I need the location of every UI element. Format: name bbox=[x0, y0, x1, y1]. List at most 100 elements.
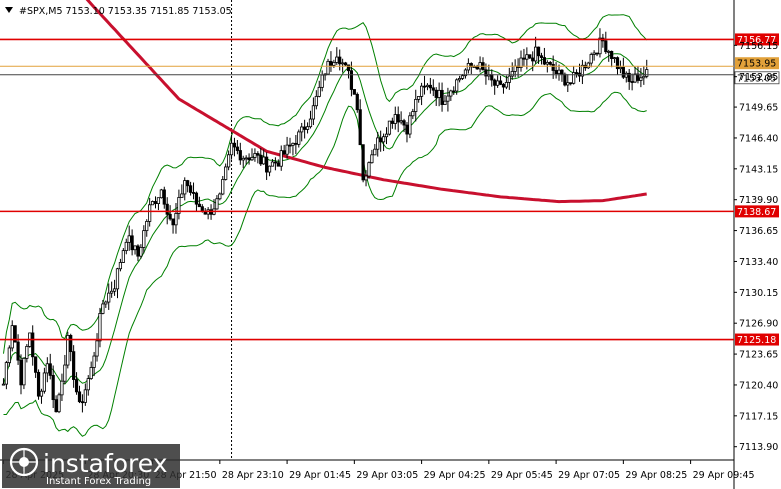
candle-body bbox=[270, 161, 275, 167]
candle bbox=[428, 77, 432, 94]
y-tick-label: 7152.85 bbox=[739, 72, 778, 83]
candle-body bbox=[419, 85, 424, 97]
candle bbox=[110, 281, 114, 298]
candle bbox=[621, 57, 625, 79]
candle-body bbox=[10, 325, 14, 349]
candle-body bbox=[414, 98, 418, 112]
upper-band-line bbox=[3, 14, 648, 354]
price-label: 7153.95 bbox=[737, 59, 776, 70]
symbol-header: #SPX,M5 7153.10 7153.35 7151.85 7153.05 bbox=[19, 6, 232, 17]
candle-body bbox=[224, 166, 228, 180]
candle bbox=[452, 86, 456, 95]
candle-body bbox=[493, 79, 497, 86]
candle-body bbox=[54, 399, 58, 413]
candle bbox=[159, 188, 163, 199]
candle-body bbox=[574, 72, 579, 74]
candle bbox=[531, 51, 535, 72]
candle-body bbox=[291, 142, 295, 146]
candle-body bbox=[112, 288, 117, 292]
candle bbox=[227, 150, 231, 171]
candle-body bbox=[545, 62, 549, 65]
candle bbox=[534, 36, 538, 64]
candle-body bbox=[501, 83, 506, 88]
candle bbox=[536, 46, 541, 64]
candle-body bbox=[387, 120, 392, 135]
candle-body bbox=[92, 355, 96, 368]
candle bbox=[586, 61, 590, 70]
candle bbox=[118, 258, 123, 272]
candle-body bbox=[159, 189, 163, 199]
y-tick-label: 7126.90 bbox=[739, 319, 778, 330]
candle-body bbox=[273, 161, 277, 164]
x-tick-label: 29 Apr 08:25 bbox=[625, 470, 687, 481]
candle-body bbox=[104, 301, 108, 305]
candle-body bbox=[86, 378, 90, 391]
candle bbox=[247, 153, 251, 165]
candle-body bbox=[522, 57, 526, 60]
candle-body bbox=[376, 137, 380, 150]
candle bbox=[615, 56, 620, 75]
candle bbox=[121, 248, 125, 264]
logo-mark-icon bbox=[9, 447, 39, 477]
candle-body bbox=[250, 157, 254, 161]
level-label: 7156.77 bbox=[737, 35, 776, 46]
candle-body bbox=[153, 201, 158, 204]
candle-body bbox=[595, 52, 599, 55]
candle bbox=[610, 50, 614, 68]
candle bbox=[262, 149, 266, 165]
candle-body bbox=[639, 77, 643, 81]
candle bbox=[627, 68, 631, 90]
candle-body bbox=[229, 142, 234, 156]
candle-body bbox=[194, 192, 199, 205]
candle-body bbox=[346, 64, 351, 72]
candle-body bbox=[349, 70, 354, 90]
candle bbox=[218, 192, 222, 201]
candle-body bbox=[215, 198, 219, 210]
candle-body bbox=[548, 62, 552, 65]
level-label: 7138.67 bbox=[737, 207, 776, 218]
candle-body bbox=[276, 162, 280, 167]
candle bbox=[188, 181, 193, 196]
candle bbox=[338, 49, 342, 71]
candle bbox=[419, 82, 424, 106]
candle-body bbox=[484, 69, 488, 77]
candle bbox=[399, 111, 403, 125]
price-label: 7153.05 bbox=[737, 73, 776, 84]
candle bbox=[282, 144, 286, 155]
candle bbox=[83, 383, 87, 406]
price-axis: 7156.15 7152.85 7149.65 7146.40 7143.15 7139.… bbox=[734, 41, 778, 453]
candle bbox=[183, 177, 187, 201]
candle-body bbox=[162, 189, 166, 205]
candle-body bbox=[156, 197, 161, 204]
candle-body bbox=[127, 235, 131, 243]
candle-body bbox=[358, 109, 362, 146]
candle-body bbox=[89, 367, 93, 379]
candle-body bbox=[188, 185, 193, 193]
candle-body bbox=[101, 303, 105, 314]
candle-body bbox=[621, 66, 625, 78]
candle bbox=[405, 121, 409, 143]
candle-body bbox=[183, 180, 187, 195]
candle-body bbox=[66, 335, 70, 366]
candle-body bbox=[417, 96, 421, 100]
candle-body bbox=[259, 154, 263, 165]
broker-logo: instaforex Instant Forex Trading bbox=[2, 444, 180, 488]
candle-body bbox=[452, 90, 456, 93]
candle bbox=[235, 139, 239, 155]
candle bbox=[358, 99, 362, 146]
candle bbox=[376, 131, 380, 157]
candle bbox=[557, 64, 561, 81]
price-label-box bbox=[734, 71, 780, 85]
candle bbox=[36, 369, 41, 400]
candle bbox=[42, 367, 46, 394]
candle-body bbox=[238, 150, 242, 161]
candle bbox=[19, 354, 23, 395]
candle-body bbox=[434, 89, 438, 98]
candle-body bbox=[455, 79, 459, 92]
candle bbox=[250, 148, 254, 161]
candle bbox=[554, 62, 558, 79]
candle-body bbox=[279, 150, 283, 167]
candle-body bbox=[145, 221, 149, 232]
candle-body bbox=[384, 133, 389, 138]
